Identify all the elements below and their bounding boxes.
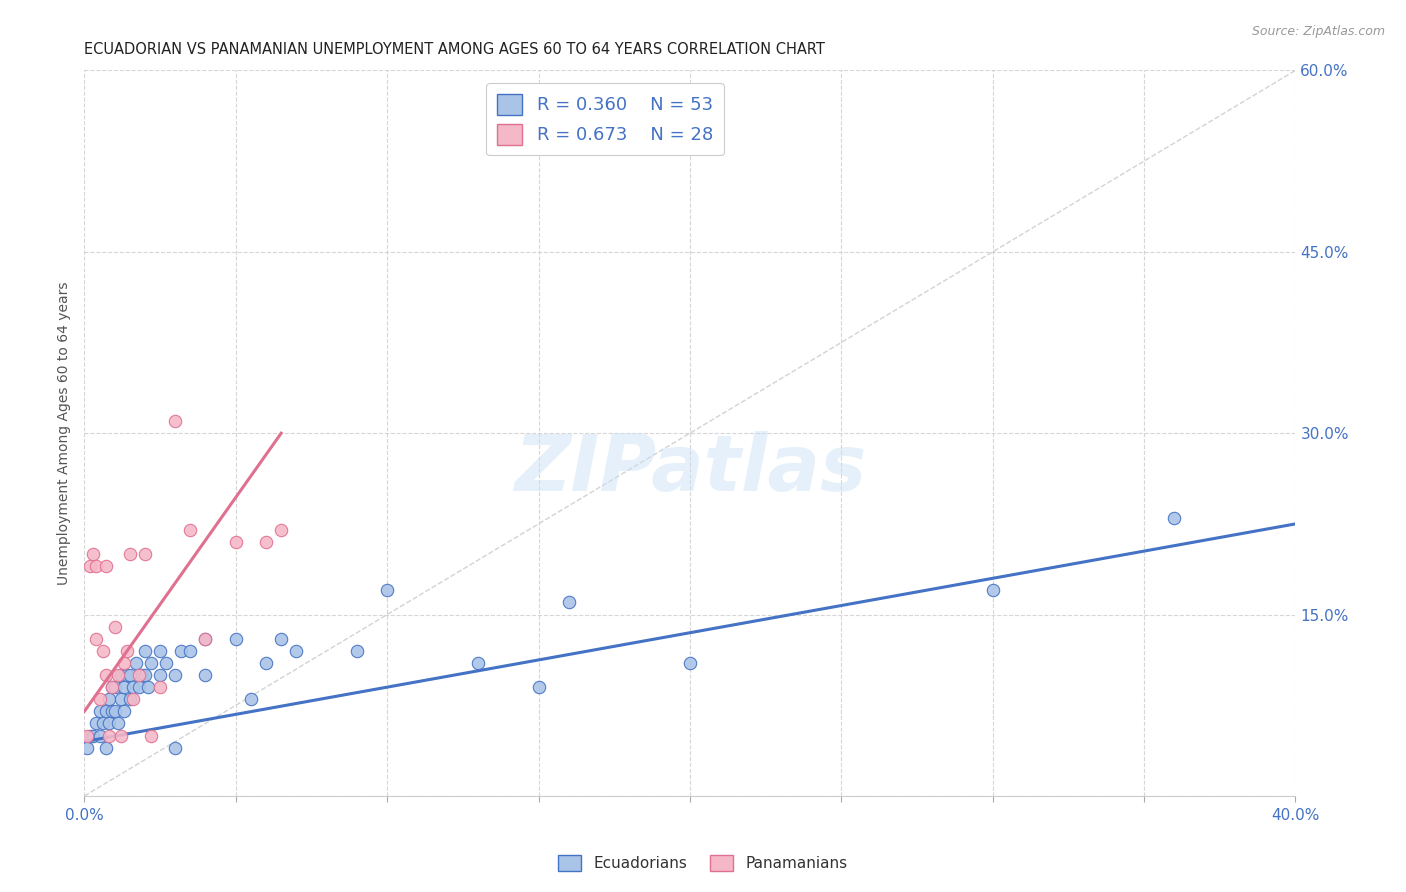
Point xyxy=(165,740,187,755)
Point xyxy=(134,644,156,658)
Point xyxy=(91,716,114,731)
Point xyxy=(112,680,135,694)
Point xyxy=(104,704,127,718)
Point xyxy=(179,523,201,537)
Point xyxy=(139,656,162,670)
Point xyxy=(134,547,156,561)
Point xyxy=(194,632,217,646)
Point xyxy=(86,559,108,574)
Point xyxy=(125,656,148,670)
Text: ECUADORIAN VS PANAMANIAN UNEMPLOYMENT AMONG AGES 60 TO 64 YEARS CORRELATION CHAR: ECUADORIAN VS PANAMANIAN UNEMPLOYMENT AM… xyxy=(84,42,825,57)
Point xyxy=(97,692,120,706)
Point xyxy=(239,692,262,706)
Point xyxy=(115,644,138,658)
Point xyxy=(121,692,143,706)
Point xyxy=(94,668,117,682)
Point xyxy=(194,632,217,646)
Point xyxy=(91,644,114,658)
Point xyxy=(107,716,129,731)
Text: ZIPatlas: ZIPatlas xyxy=(513,432,866,508)
Legend: Ecuadorians, Panamanians: Ecuadorians, Panamanians xyxy=(553,849,853,877)
Point xyxy=(179,644,201,658)
Point xyxy=(100,704,122,718)
Point xyxy=(375,583,398,598)
Point xyxy=(149,644,172,658)
Point xyxy=(170,644,193,658)
Point xyxy=(100,680,122,694)
Point xyxy=(110,668,132,682)
Point xyxy=(558,595,581,609)
Point xyxy=(112,656,135,670)
Point xyxy=(1163,511,1185,525)
Point xyxy=(149,680,172,694)
Point xyxy=(97,716,120,731)
Point xyxy=(76,729,98,743)
Point xyxy=(254,656,277,670)
Point xyxy=(94,740,117,755)
Point xyxy=(149,668,172,682)
Point xyxy=(89,704,111,718)
Point xyxy=(82,729,104,743)
Point xyxy=(112,704,135,718)
Point xyxy=(86,632,108,646)
Point xyxy=(285,644,308,658)
Point xyxy=(79,729,101,743)
Point xyxy=(89,692,111,706)
Point xyxy=(225,535,247,549)
Point xyxy=(139,729,162,743)
Point xyxy=(527,680,550,694)
Point xyxy=(346,644,368,658)
Point xyxy=(86,716,108,731)
Point xyxy=(79,559,101,574)
Point xyxy=(155,656,177,670)
Point xyxy=(118,547,141,561)
Point xyxy=(107,668,129,682)
Point xyxy=(97,729,120,743)
Point xyxy=(467,656,489,670)
Point xyxy=(121,680,143,694)
Point xyxy=(981,583,1004,598)
Point xyxy=(165,668,187,682)
Text: Source: ZipAtlas.com: Source: ZipAtlas.com xyxy=(1251,25,1385,38)
Point xyxy=(165,414,187,428)
Point xyxy=(136,680,159,694)
Point xyxy=(100,680,122,694)
Point xyxy=(94,704,117,718)
Point xyxy=(115,668,138,682)
Point xyxy=(82,547,104,561)
Point xyxy=(118,692,141,706)
Point xyxy=(270,523,292,537)
Point xyxy=(128,668,150,682)
Point xyxy=(128,680,150,694)
Point xyxy=(134,668,156,682)
Y-axis label: Unemployment Among Ages 60 to 64 years: Unemployment Among Ages 60 to 64 years xyxy=(58,282,72,585)
Legend: R = 0.360    N = 53, R = 0.673    N = 28: R = 0.360 N = 53, R = 0.673 N = 28 xyxy=(486,83,724,155)
Point xyxy=(679,656,702,670)
Point xyxy=(89,729,111,743)
Point xyxy=(194,668,217,682)
Point xyxy=(254,535,277,549)
Point xyxy=(225,632,247,646)
Point xyxy=(118,668,141,682)
Point xyxy=(76,740,98,755)
Point xyxy=(110,692,132,706)
Point xyxy=(94,559,117,574)
Point xyxy=(270,632,292,646)
Point xyxy=(104,620,127,634)
Point xyxy=(131,668,153,682)
Point xyxy=(104,680,127,694)
Point xyxy=(110,729,132,743)
